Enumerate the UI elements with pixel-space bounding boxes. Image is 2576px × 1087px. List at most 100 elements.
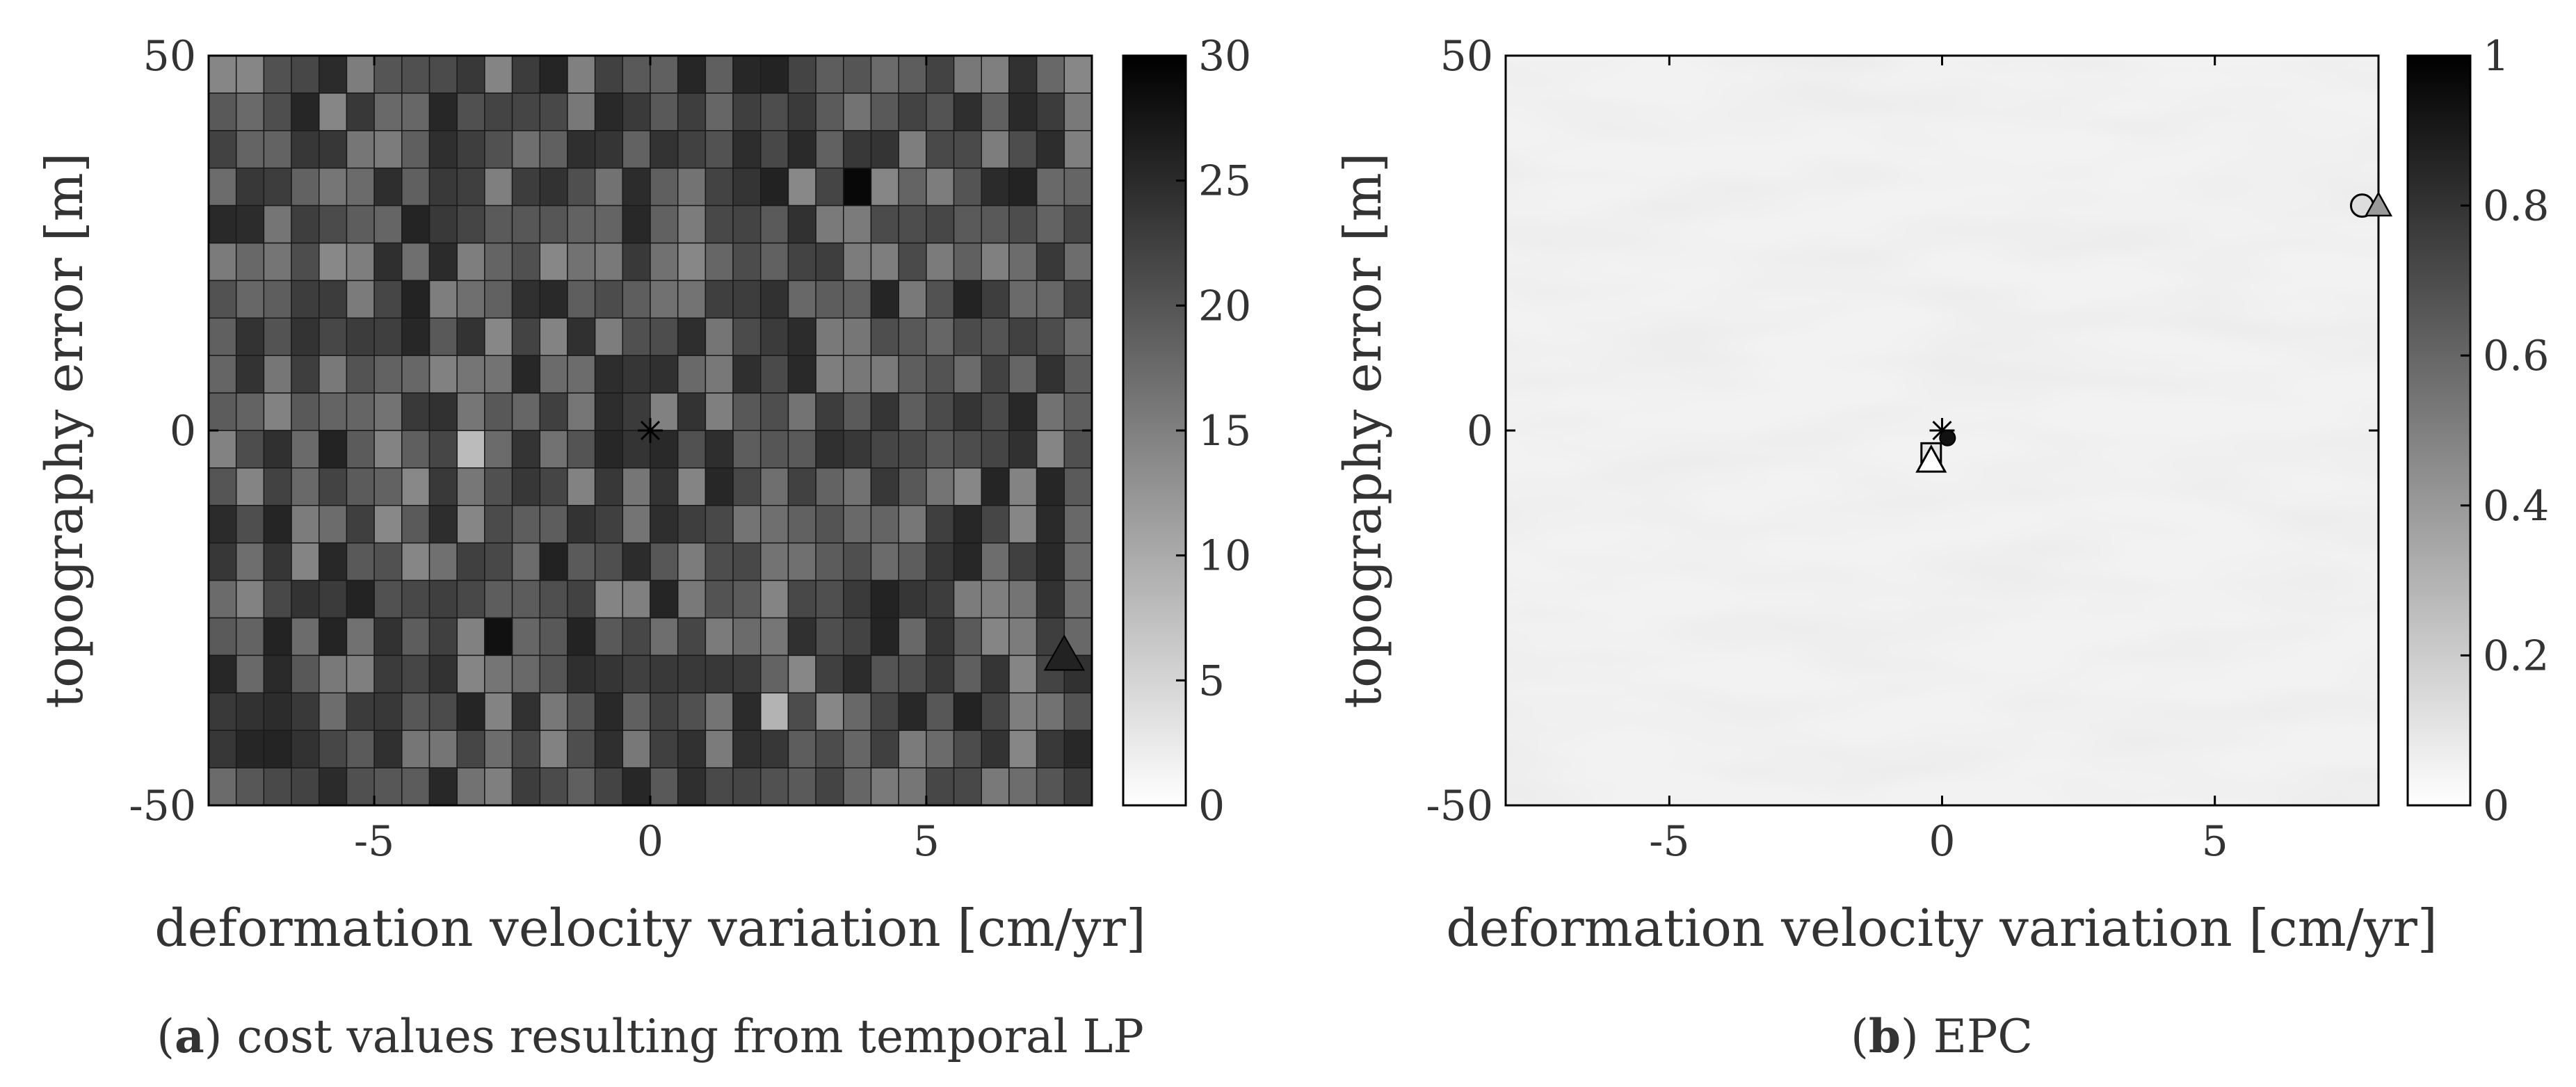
heatmap-cell	[926, 430, 955, 469]
heatmap-cell	[539, 167, 568, 207]
heatmap-cell	[291, 204, 320, 244]
heatmap-cell	[815, 392, 844, 431]
heatmap-cell	[567, 167, 596, 207]
heatmap-cell	[622, 430, 651, 469]
heatmap-cell	[843, 392, 872, 431]
heatmap-cell	[456, 55, 485, 94]
heatmap-cell	[981, 654, 1010, 694]
heatmap-cell	[291, 579, 320, 619]
heatmap-cell	[346, 467, 375, 506]
heatmap-cell	[567, 730, 596, 768]
heatmap-cell	[567, 392, 596, 431]
heatmap-cell	[567, 467, 596, 506]
colorbar-tick-label: 30	[1198, 32, 1251, 81]
heatmap-cell	[926, 730, 955, 768]
heatmap-cell	[1036, 92, 1065, 131]
heatmap-cell	[926, 280, 955, 319]
heatmap-cell	[870, 242, 899, 282]
heatmap-cell	[235, 55, 265, 94]
heatmap-cell	[456, 92, 485, 131]
heatmap-cell	[843, 242, 872, 282]
heatmap-cell	[401, 392, 430, 431]
heatmap-cell	[815, 167, 844, 207]
heatmap-cell	[815, 467, 844, 506]
y-tick-label: 0	[1467, 407, 1493, 456]
heatmap-cell	[1063, 242, 1093, 282]
heatmap-cell	[401, 730, 430, 768]
heatmap-cell	[319, 167, 348, 207]
heatmap-cell	[319, 692, 348, 731]
heatmap-cell	[594, 692, 624, 731]
heatmap-cell	[705, 204, 734, 244]
heatmap-cell	[650, 767, 679, 806]
heatmap-cell	[787, 692, 816, 731]
heatmap-cell	[622, 654, 651, 694]
heatmap-cell	[1036, 130, 1065, 169]
heatmap-cell	[870, 617, 899, 657]
heatmap-cell	[705, 692, 734, 731]
heatmap-cell	[926, 654, 955, 694]
heatmap-cell	[732, 654, 762, 694]
heatmap-cell	[428, 617, 458, 657]
heatmap-cell	[926, 542, 955, 581]
heatmap-cell	[843, 130, 872, 169]
heatmap-cell	[263, 692, 292, 731]
heatmap-cell	[926, 167, 955, 207]
heatmap-cell	[898, 242, 927, 282]
heatmap-cell	[511, 654, 540, 694]
heatmap-cell	[401, 242, 430, 282]
heatmap-cell	[677, 767, 707, 806]
heatmap-cell	[263, 355, 292, 394]
heatmap-cell	[705, 317, 734, 356]
panel-b-x-axis-label: deformation velocity variation [cm/yr]	[1446, 899, 2438, 958]
heatmap-cell	[815, 542, 844, 581]
heatmap-cell	[650, 392, 679, 431]
heatmap-cell	[732, 280, 762, 319]
heatmap-cell	[208, 730, 237, 768]
y-tick-label: -50	[129, 782, 196, 830]
heatmap-cell	[373, 317, 403, 356]
heatmap-cell	[456, 130, 485, 169]
heatmap-cell	[677, 579, 707, 619]
heatmap-cell	[843, 280, 872, 319]
heatmap-cell	[622, 355, 651, 394]
heatmap-cell	[539, 392, 568, 431]
heatmap-cell	[401, 430, 430, 469]
heatmap-cell	[870, 767, 899, 806]
heatmap-cell	[594, 430, 624, 469]
heatmap-cell	[567, 767, 596, 806]
heatmap-cell	[815, 430, 844, 469]
x-tick-label: -5	[1649, 817, 1689, 866]
heatmap-cell	[401, 617, 430, 657]
heatmap-cell	[484, 204, 513, 244]
heatmap-cell	[456, 579, 485, 619]
heatmap-cell	[594, 317, 624, 356]
heatmap-cell	[539, 92, 568, 131]
heatmap-cell	[870, 355, 899, 394]
heatmap-cell	[953, 392, 983, 431]
heatmap-cell	[401, 280, 430, 319]
heatmap-cell	[622, 317, 651, 356]
heatmap-cell	[732, 730, 762, 768]
heatmap-cell	[346, 767, 375, 806]
heatmap-cell	[1063, 467, 1093, 506]
heatmap-cell	[484, 130, 513, 169]
heatmap-cell	[650, 317, 679, 356]
heatmap-cell	[705, 355, 734, 394]
heatmap-cell	[1008, 55, 1038, 94]
heatmap-cell	[235, 505, 265, 544]
heatmap-cell	[484, 167, 513, 207]
heatmap-cell	[428, 430, 458, 469]
heatmap-cell	[650, 654, 679, 694]
heatmap-cell	[843, 730, 872, 768]
heatmap-cell	[815, 767, 844, 806]
heatmap-cell	[705, 654, 734, 694]
heatmap-cell	[319, 767, 348, 806]
heatmap-cell	[539, 542, 568, 581]
heatmap-cell	[1063, 55, 1093, 94]
heatmap-cell	[650, 617, 679, 657]
heatmap-cell	[650, 355, 679, 394]
heatmap-cell	[1036, 204, 1065, 244]
heatmap-cell	[622, 242, 651, 282]
